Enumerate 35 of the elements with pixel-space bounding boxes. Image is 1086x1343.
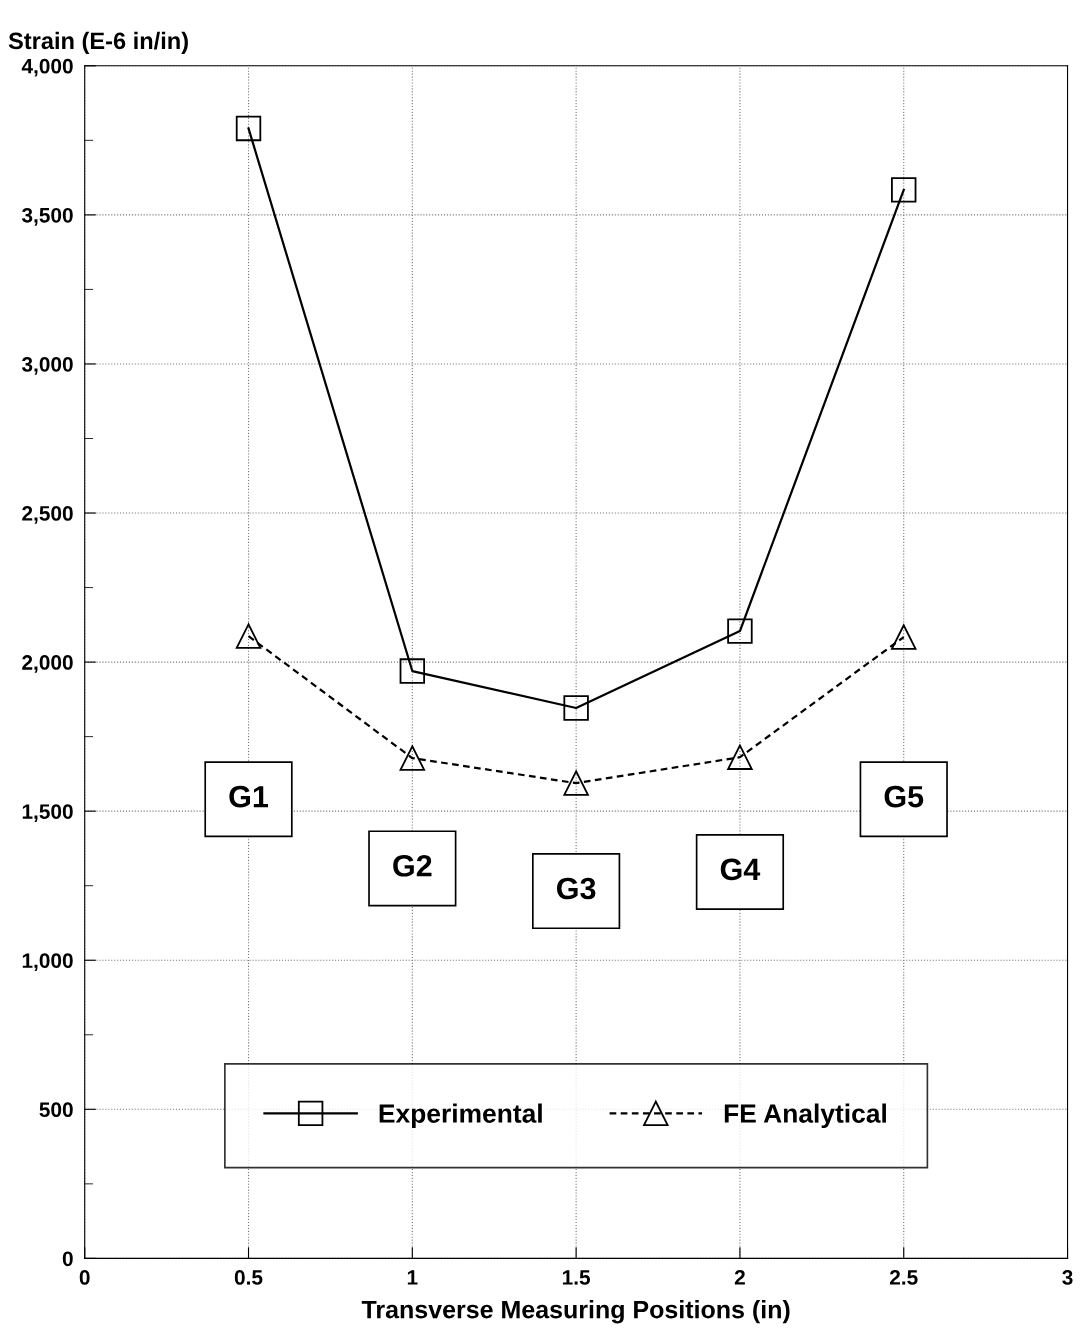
point (235, 115, 262, 142)
x-tick-label: 1 (407, 1270, 418, 1285)
y-tick-label: 3,000 (21, 356, 73, 375)
annotation: G5 (884, 785, 924, 808)
point (891, 624, 917, 650)
annotation: G3 (557, 877, 596, 900)
y-tick-label: 500 (39, 1102, 73, 1118)
y-tick-label: 4,000 (21, 58, 73, 77)
y-tick-label: 0 (62, 1251, 73, 1267)
point (563, 770, 589, 796)
x-tick-label: 2 (734, 1270, 745, 1285)
annotation: G2 (393, 854, 432, 877)
legend-label: Experimental (379, 1103, 542, 1129)
x-tick-label: 3 (1062, 1270, 1073, 1285)
x-axis-title: Transverse Measuring Positions (in) (361, 1300, 790, 1324)
x-tick-label: 1.5 (562, 1270, 591, 1285)
point (891, 177, 917, 203)
x-tick-label: 0 (79, 1270, 90, 1285)
annotation: G4 (720, 858, 761, 881)
y-tick-label: 1,000 (22, 953, 73, 972)
point (563, 695, 589, 721)
legend-label: FE Analytical (724, 1103, 886, 1129)
y-tick-label: 1,500 (22, 804, 73, 822)
x-tick-label: 0.5 (234, 1270, 263, 1285)
y-tick-label: 3,500 (21, 207, 73, 226)
point (399, 658, 426, 684)
y-tick-label: 2,000 (22, 655, 73, 673)
y-tick-label: 2,500 (22, 506, 73, 524)
annotation: G1 (229, 785, 269, 808)
x-tick-label: 2.5 (889, 1270, 918, 1285)
point (399, 745, 426, 771)
y-axis-title: Strain (E-6 in/in) (8, 31, 188, 54)
point (235, 623, 262, 649)
point (727, 744, 753, 770)
point (727, 618, 753, 644)
